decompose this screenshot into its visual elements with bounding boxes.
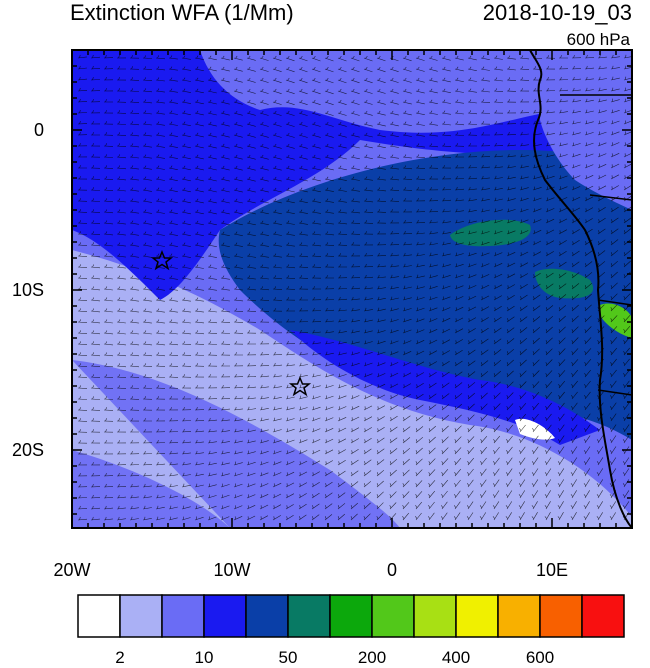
map-frame bbox=[71, 49, 633, 529]
field-land-ne bbox=[540, 50, 632, 210]
colorbar-label-600: 600 bbox=[525, 648, 555, 667]
colorbar-swatch bbox=[581, 594, 625, 638]
colorbar-label-50: 50 bbox=[278, 648, 298, 667]
lat-label-0: 0 bbox=[33, 120, 44, 140]
lon-label-10w: 10W bbox=[213, 560, 251, 580]
field-teal-patch bbox=[450, 219, 531, 247]
field-dark-plume bbox=[218, 150, 632, 440]
colorbar-swatch bbox=[161, 594, 205, 638]
lon-label-10e: 10E bbox=[535, 560, 569, 580]
colorbar-label-2: 2 bbox=[115, 648, 125, 667]
colorbar-swatch bbox=[455, 594, 499, 638]
coastline bbox=[529, 50, 632, 528]
colorbar-swatch bbox=[539, 594, 583, 638]
colorbar-swatch bbox=[287, 594, 331, 638]
colorbar-swatch bbox=[413, 594, 457, 638]
pressure-level: 600 hPa bbox=[566, 30, 630, 49]
country-borders bbox=[560, 94, 632, 396]
colorbar-label-200: 200 bbox=[357, 648, 387, 667]
colorbar-swatch bbox=[497, 594, 541, 638]
wind-barbs bbox=[77, 54, 632, 521]
lon-label-20w: 20W bbox=[53, 560, 91, 580]
colorbar-swatch bbox=[77, 594, 121, 638]
field-blue-swirl bbox=[290, 330, 600, 445]
colorbar-swatch bbox=[371, 594, 415, 638]
extinction-field bbox=[72, 50, 632, 528]
lat-label-20s: 20S bbox=[11, 440, 44, 460]
lat-label-10s: 10S bbox=[11, 280, 44, 300]
axis-ticks bbox=[71, 49, 633, 528]
colorbar-swatch bbox=[329, 594, 373, 638]
site-marker-star-2 bbox=[288, 376, 312, 397]
colorbar-swatch bbox=[119, 594, 163, 638]
map-title: Extinction WFA (1/Mm) bbox=[70, 0, 294, 25]
colorbar-swatch bbox=[203, 594, 247, 638]
colorbar-swatch bbox=[245, 594, 289, 638]
field-medium-strip bbox=[72, 360, 400, 528]
colorbar-label-10: 10 bbox=[194, 648, 214, 667]
site-marker-star-1 bbox=[150, 250, 174, 271]
colorbar bbox=[77, 594, 625, 638]
colorbar-label-400: 400 bbox=[441, 648, 471, 667]
field-teal-coast bbox=[535, 268, 594, 299]
lon-label-0: 0 bbox=[386, 560, 397, 580]
map-timestamp: 2018-10-19_03 bbox=[482, 0, 632, 25]
wind-barb-lines bbox=[77, 54, 632, 521]
